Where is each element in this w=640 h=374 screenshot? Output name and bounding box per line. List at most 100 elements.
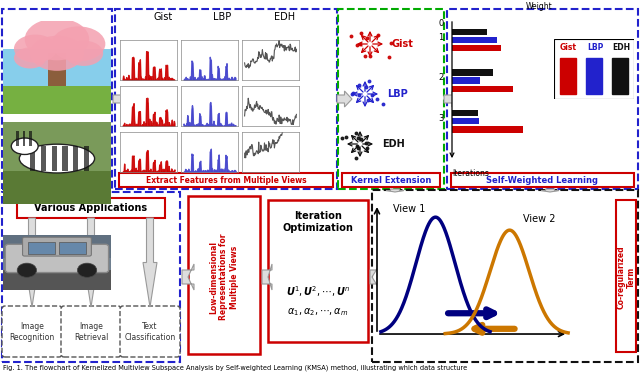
Bar bbox=[612, 58, 628, 94]
Polygon shape bbox=[541, 189, 559, 192]
FancyBboxPatch shape bbox=[61, 306, 121, 357]
Bar bbox=[372, 190, 638, 362]
Bar bbox=[30, 146, 35, 171]
Bar bbox=[29, 131, 32, 146]
Bar bbox=[451, 173, 634, 187]
Bar bbox=[447, 9, 638, 189]
Text: Low-dimensional
Representations for
Multiple Views: Low-dimensional Representations for Mult… bbox=[209, 234, 239, 320]
Text: Weight: Weight bbox=[525, 2, 552, 11]
Text: Various Applications: Various Applications bbox=[35, 203, 148, 213]
Text: Kernel Extension: Kernel Extension bbox=[351, 175, 431, 184]
Bar bbox=[188, 196, 260, 354]
Ellipse shape bbox=[14, 35, 57, 62]
Bar bbox=[16, 131, 19, 146]
Bar bbox=[3, 258, 111, 290]
Text: 0: 0 bbox=[438, 19, 444, 28]
Text: Fig. 1. The flowchart of Kernelized Multiview Subspace Analysis by Self-weighted: Fig. 1. The flowchart of Kernelized Mult… bbox=[3, 365, 467, 371]
Bar bbox=[59, 242, 86, 254]
Text: EDH: EDH bbox=[275, 12, 296, 22]
Text: Gist: Gist bbox=[392, 39, 414, 49]
Circle shape bbox=[77, 263, 97, 277]
Bar bbox=[452, 37, 497, 43]
Text: 3: 3 bbox=[438, 114, 444, 123]
Bar bbox=[452, 110, 478, 116]
Bar bbox=[3, 171, 111, 204]
Ellipse shape bbox=[19, 144, 95, 173]
Bar bbox=[62, 146, 68, 171]
Bar bbox=[2, 192, 180, 362]
Polygon shape bbox=[84, 218, 98, 307]
Ellipse shape bbox=[25, 18, 89, 60]
Bar bbox=[115, 9, 337, 189]
Text: Text
Classification: Text Classification bbox=[124, 322, 175, 342]
Text: LBP: LBP bbox=[588, 43, 604, 52]
Text: View 1: View 1 bbox=[392, 204, 425, 214]
Bar bbox=[338, 9, 444, 189]
Bar bbox=[268, 200, 368, 342]
Bar bbox=[119, 173, 333, 187]
Text: Gist: Gist bbox=[154, 12, 173, 22]
Bar bbox=[49, 53, 65, 86]
Ellipse shape bbox=[52, 27, 106, 61]
Bar bbox=[22, 131, 25, 146]
Text: View 2: View 2 bbox=[524, 214, 556, 224]
Bar bbox=[17, 198, 165, 218]
Text: Co-regularized
Term: Co-regularized Term bbox=[616, 245, 636, 309]
Polygon shape bbox=[386, 189, 404, 192]
Bar bbox=[452, 69, 493, 76]
Bar bbox=[342, 173, 440, 187]
Text: Image
Retrieval: Image Retrieval bbox=[74, 322, 108, 342]
Bar bbox=[3, 122, 111, 171]
Bar bbox=[452, 29, 487, 35]
Text: Iterations: Iterations bbox=[452, 169, 489, 178]
Text: 2: 2 bbox=[438, 73, 444, 82]
Ellipse shape bbox=[30, 36, 84, 71]
Bar bbox=[559, 58, 575, 94]
Bar bbox=[84, 146, 89, 171]
Bar bbox=[452, 118, 479, 125]
Circle shape bbox=[17, 263, 36, 277]
Bar bbox=[3, 86, 111, 114]
Polygon shape bbox=[337, 91, 352, 107]
Text: EDH: EDH bbox=[612, 43, 630, 52]
FancyBboxPatch shape bbox=[22, 237, 92, 256]
Polygon shape bbox=[262, 264, 272, 290]
Polygon shape bbox=[113, 91, 130, 107]
FancyBboxPatch shape bbox=[120, 306, 180, 357]
Bar bbox=[452, 45, 501, 52]
Bar bbox=[452, 77, 480, 84]
Bar bbox=[586, 58, 602, 94]
Text: EDH: EDH bbox=[382, 139, 404, 149]
Text: Iteration
Optimization: Iteration Optimization bbox=[283, 211, 353, 233]
Bar bbox=[452, 126, 523, 133]
Polygon shape bbox=[444, 91, 460, 107]
FancyBboxPatch shape bbox=[5, 244, 109, 273]
FancyBboxPatch shape bbox=[2, 306, 62, 357]
Text: Gist: Gist bbox=[560, 43, 577, 52]
Text: Extract Features from Multiple Views: Extract Features from Multiple Views bbox=[146, 175, 307, 184]
Text: 1: 1 bbox=[438, 33, 444, 42]
Bar bbox=[3, 49, 111, 86]
Ellipse shape bbox=[13, 139, 36, 153]
Bar bbox=[2, 9, 112, 189]
Bar bbox=[41, 146, 46, 171]
Ellipse shape bbox=[12, 138, 38, 154]
Text: LBP: LBP bbox=[387, 89, 408, 99]
Polygon shape bbox=[370, 264, 380, 290]
Ellipse shape bbox=[65, 41, 103, 66]
Text: LBP: LBP bbox=[213, 12, 231, 22]
Text: $\alpha_1,\alpha_2,\cdots,\alpha_m$: $\alpha_1,\alpha_2,\cdots,\alpha_m$ bbox=[287, 306, 349, 318]
Bar bbox=[452, 86, 513, 92]
Bar bbox=[3, 235, 111, 258]
Polygon shape bbox=[182, 264, 194, 290]
Bar bbox=[28, 242, 55, 254]
Text: Self-Weighted Learning: Self-Weighted Learning bbox=[486, 175, 598, 184]
Text: Image
Recognition: Image Recognition bbox=[10, 322, 54, 342]
Polygon shape bbox=[143, 218, 157, 307]
Bar bbox=[616, 200, 636, 352]
Bar bbox=[3, 270, 111, 290]
Ellipse shape bbox=[14, 47, 46, 68]
Bar bbox=[52, 146, 57, 171]
Bar bbox=[73, 146, 79, 171]
Text: $\boldsymbol{U}^1,\boldsymbol{U}^2,\cdots,\boldsymbol{U}^n$: $\boldsymbol{U}^1,\boldsymbol{U}^2,\cdot… bbox=[286, 285, 350, 300]
